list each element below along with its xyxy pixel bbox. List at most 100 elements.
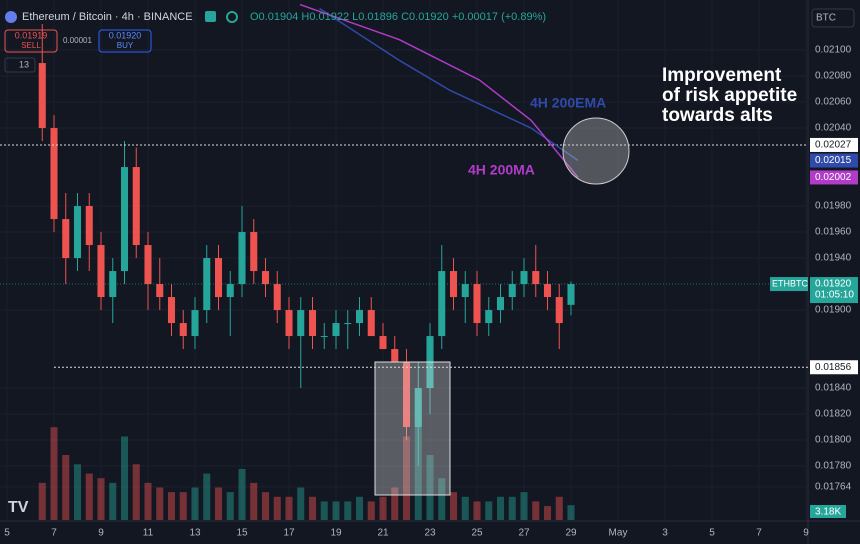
ma-name: 4H 200EMA [530,95,606,111]
spread: 0.00001 [63,36,92,45]
candle-body [109,271,117,298]
price-label: 0.01920 [815,279,852,290]
volume-bar [379,496,387,520]
x-tick-label: 27 [518,528,530,539]
candle-body [214,258,223,298]
level-label: 0.01856 [815,362,852,373]
volume-bar [167,492,176,520]
volume-bar [85,473,93,520]
volume-bar [402,436,411,520]
y-tick-label: 0.01940 [815,253,852,264]
volume-bar [144,482,152,520]
candle-body [156,284,164,298]
candle-body [320,336,328,338]
candle-body [355,310,364,324]
candle-body [132,167,140,246]
volume-bar [344,501,352,520]
candle-body [391,349,399,363]
highlight-circle [562,117,630,185]
candle-body [238,232,246,285]
volume-bar [156,487,164,520]
x-tick-label: 5 [4,528,10,539]
candle-body [367,310,375,337]
volume-bar [508,496,516,520]
currency-button[interactable] [811,8,855,28]
volume-bar [520,492,528,520]
candle-body [85,206,93,246]
volume-bar [226,492,234,520]
y-tick-label: 0.02060 [815,97,852,108]
highlight-box [374,361,451,496]
volume-bar [191,487,199,520]
x-tick-label: 23 [424,528,436,539]
candle-body [179,323,187,337]
candle-body [555,297,563,324]
y-tick-label: 0.01820 [815,409,852,420]
candle-body [379,336,387,350]
volume-bar [496,496,505,520]
y-tick-label: 0.02100 [815,45,852,56]
eye-icon[interactable] [226,11,238,23]
candle-body [167,297,176,324]
candle-body [332,323,340,337]
indicator-count[interactable]: 13 [19,59,29,69]
volume-bar [179,492,187,520]
candle-body [414,388,422,428]
sell-button[interactable] [4,29,58,53]
candle-body [508,284,516,298]
level-tag [810,137,858,152]
x-tick-label: 7 [51,528,57,539]
ma-tag [810,153,858,168]
candle-body [344,323,352,325]
logo: TV [8,499,29,516]
candle-body [120,167,129,272]
candle-body [461,284,469,298]
candle-body [261,271,270,285]
volume-bar [308,496,317,520]
y-tick-label: 0.02080 [815,71,852,82]
buy-label[interactable]: BUY [117,41,134,50]
annotation: Improvement [662,65,782,86]
currency[interactable]: BTC [816,13,836,24]
candle-body [50,128,58,220]
volume-bar [238,468,246,520]
buy-button[interactable] [98,29,152,53]
volume-bar [473,501,481,520]
volume-bar [532,501,540,520]
sell-label[interactable]: SELL [21,41,41,50]
price-tag [770,277,808,292]
volume-bar [543,506,552,520]
volume-bar [555,496,563,520]
volume-bar [391,487,399,520]
x-tick-label: 29 [565,528,577,539]
symbol-tag: ETHBTC [772,278,809,288]
moving-average [299,3,579,178]
y-tick-label: 0.01780 [815,461,852,472]
volume-bar [203,473,211,520]
ma-tag [810,170,858,185]
y-tick-label: 0.01764 [815,481,852,492]
volume-bar [332,501,340,520]
volume-bar [567,505,575,520]
annotation: towards alts [662,105,773,126]
x-tick-label: 9 [98,528,104,539]
buy-price[interactable]: 0.01920 [109,30,142,40]
y-tick-label: 0.02040 [815,123,852,134]
x-tick-label: 15 [236,528,248,539]
symbol-title[interactable]: Ethereum / Bitcoin · 4h · BINANCE [22,11,193,23]
volume-bar [120,436,129,520]
ma-label: 0.02015 [815,155,852,166]
volume-bar [461,496,469,520]
x-tick-label: 3 [662,528,668,539]
candle-body [532,271,540,285]
volume-bar [250,482,258,520]
indicators-toggle[interactable] [4,57,36,73]
candle-body [402,362,411,428]
candle-body [496,297,505,311]
candle-body [191,310,199,337]
countdown: 01:05:10 [815,290,854,301]
sell-price[interactable]: 0.01919 [15,30,48,40]
volume-bar [38,482,46,520]
